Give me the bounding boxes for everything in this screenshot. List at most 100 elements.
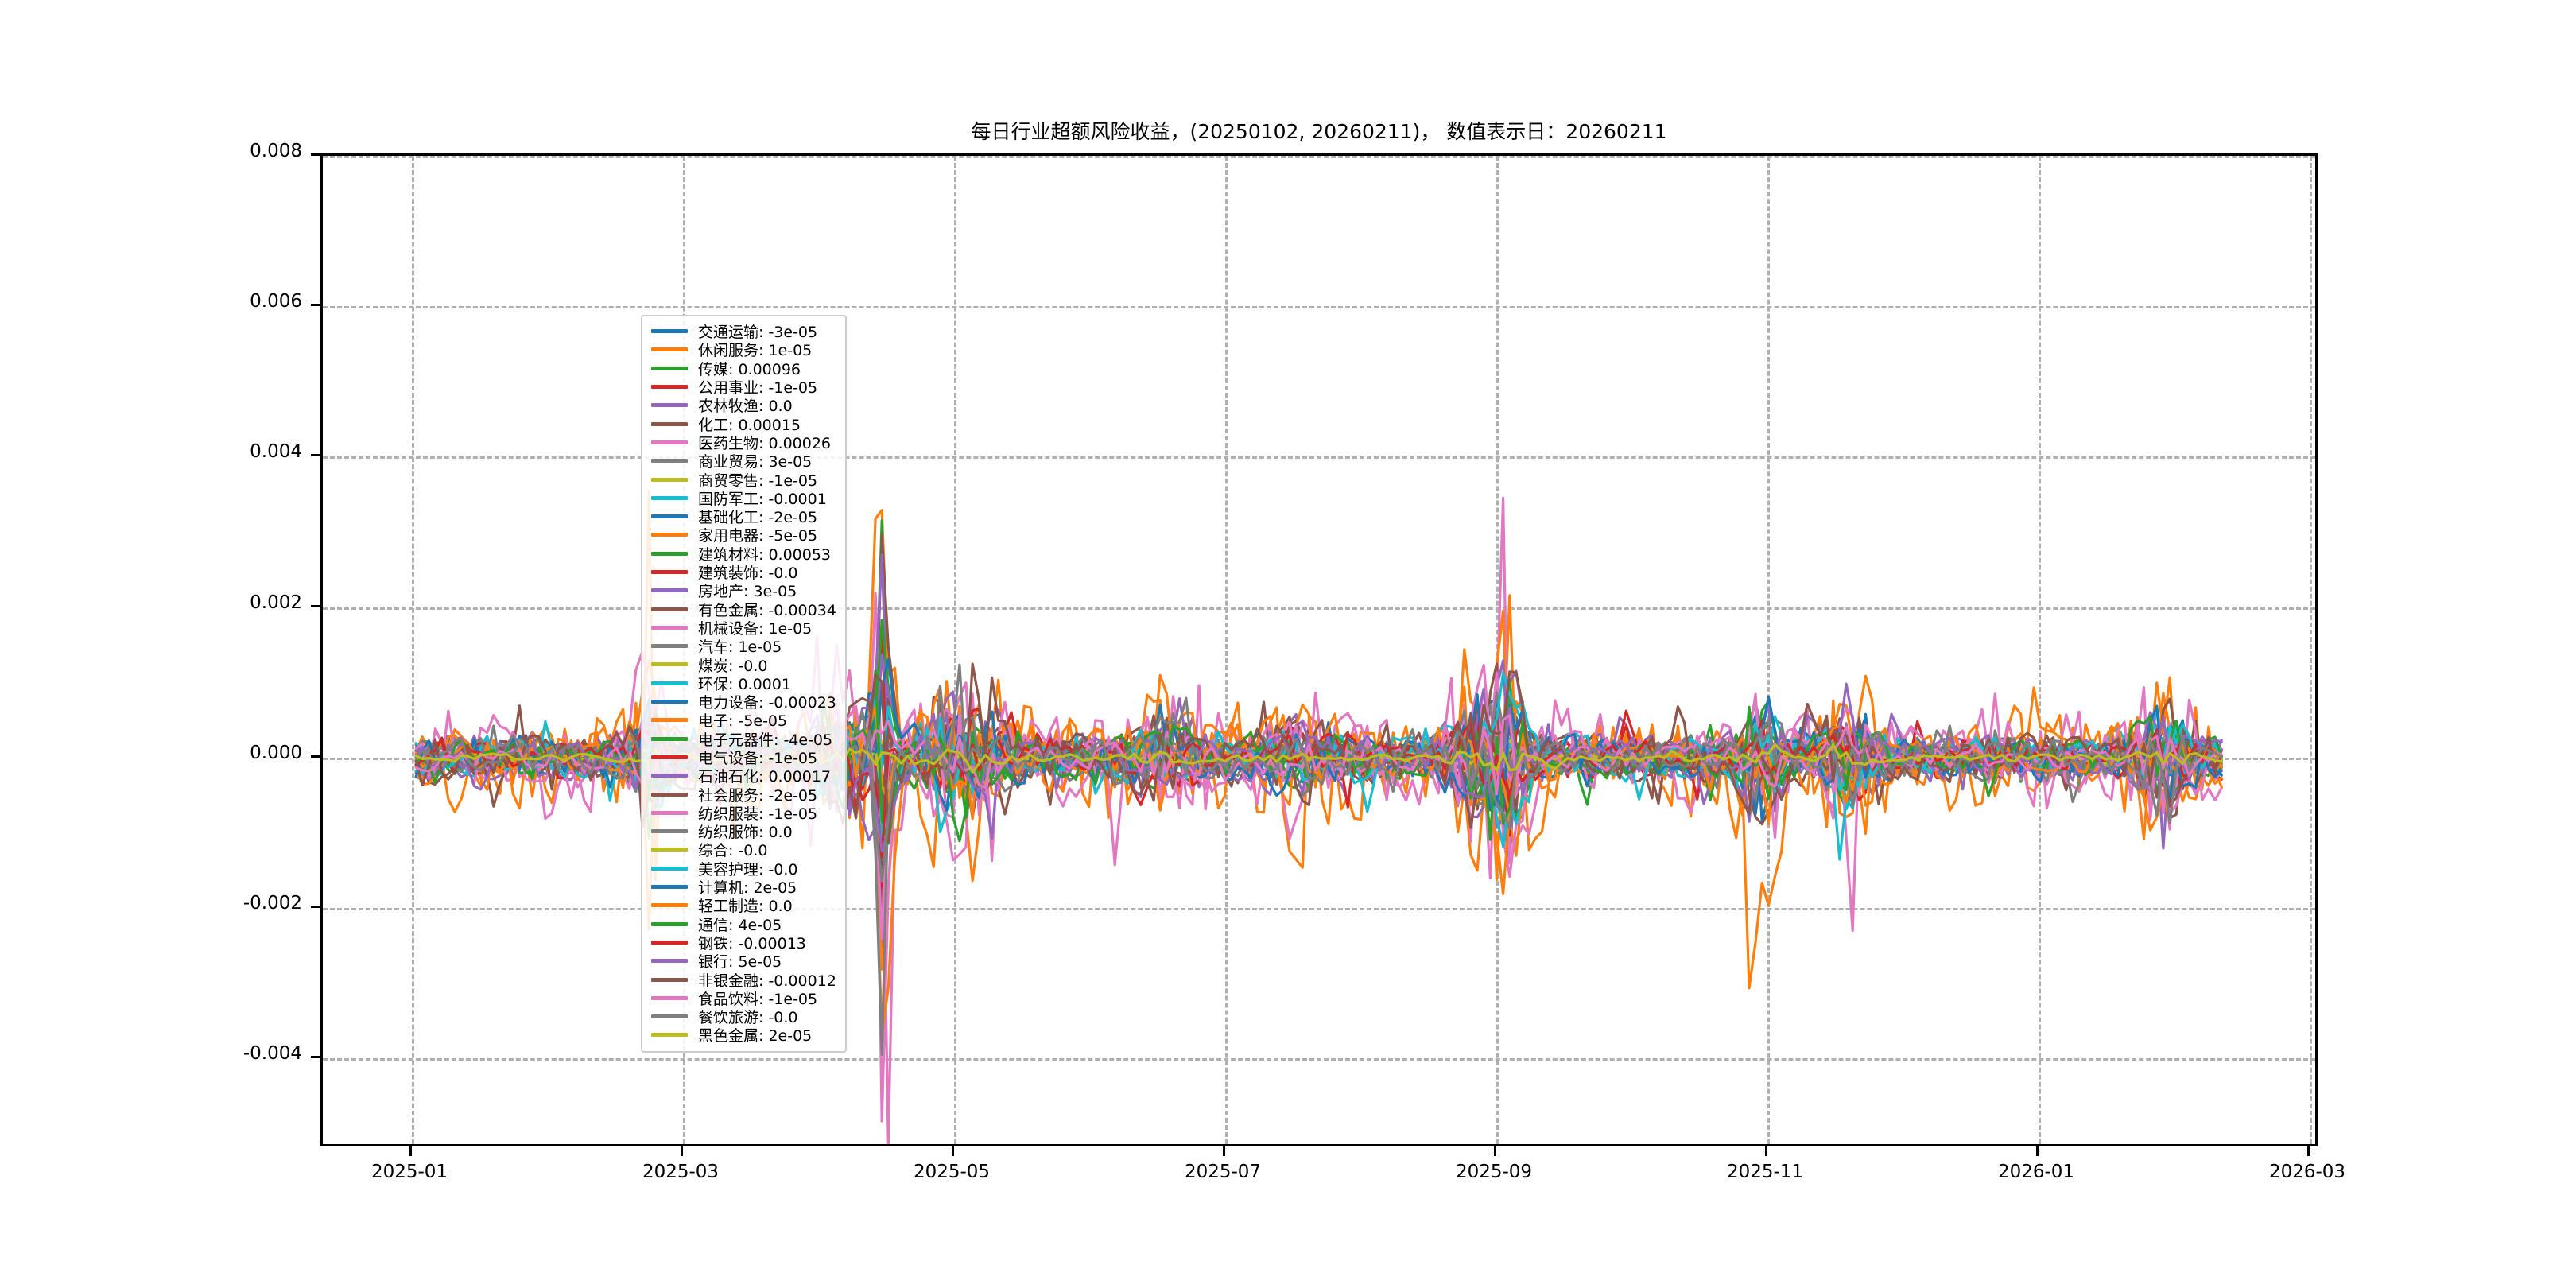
legend-label: 医药生物: 0.00026 — [698, 434, 832, 452]
legend-entry: 商贸零售: -1e-05 — [651, 470, 836, 490]
legend-label: 美容护理: -0.0 — [698, 860, 798, 879]
page-title: 每日行业超额风险收益，(20250102, 20260211)， 数值表示日：2… — [971, 120, 1667, 143]
legend-color-swatch — [651, 625, 688, 630]
legend-entry: 机械设备: 1e-05 — [651, 619, 836, 638]
legend-color-swatch — [651, 662, 688, 667]
gridline-horizontal — [323, 1058, 2315, 1061]
gridline-vertical — [1767, 156, 1770, 1144]
legend-entry: 黑色金属: 2e-05 — [651, 1026, 836, 1045]
gridline-vertical — [2039, 156, 2041, 1144]
legend-label: 环保: 0.0001 — [698, 675, 791, 693]
legend-color-swatch — [651, 533, 688, 537]
legend-color-swatch — [651, 366, 688, 370]
legend-color-swatch — [651, 921, 688, 926]
legend-label: 综合: -0.0 — [698, 842, 768, 860]
x-tick-label: 2025-05 — [913, 1162, 991, 1182]
legend-label: 社会服务: -2e-05 — [698, 786, 818, 805]
legend-label: 纺织服装: -1e-05 — [698, 805, 818, 823]
legend-entry: 有色金属: -0.00034 — [651, 599, 836, 619]
y-tick-label: 0.000 — [250, 742, 302, 763]
legend-color-swatch — [651, 774, 688, 778]
legend-color-swatch — [651, 1014, 688, 1019]
y-tick-label: -0.002 — [242, 893, 302, 914]
legend-color-swatch — [651, 403, 688, 408]
y-tick-label: 0.008 — [250, 141, 302, 161]
gridline-vertical — [954, 156, 956, 1144]
legend-entry: 休闲服务: 1e-05 — [651, 340, 836, 359]
legend-color-swatch — [651, 903, 688, 908]
legend-entry: 医药生物: 0.00026 — [651, 433, 836, 452]
legend-color-swatch — [651, 810, 688, 815]
x-tick-label: 2025-03 — [642, 1162, 720, 1182]
x-tick-mark — [681, 1146, 683, 1156]
legend-entry: 食品饮料: -1e-05 — [651, 989, 836, 1008]
legend-color-swatch — [651, 977, 688, 982]
gridline-horizontal — [323, 156, 2315, 158]
gridline-vertical — [412, 156, 414, 1144]
legend-entry: 交通运输: -3e-05 — [651, 322, 836, 341]
legend-color-swatch — [651, 940, 688, 945]
legend-label: 公用事业: -1e-05 — [698, 379, 818, 398]
legend-color-swatch — [651, 1033, 688, 1038]
legend-label: 石油石化: 0.00017 — [698, 768, 832, 786]
legend-label: 电子: -5e-05 — [698, 712, 788, 731]
legend-label: 休闲服务: 1e-05 — [698, 342, 813, 360]
legend-color-swatch — [651, 551, 688, 556]
legend-color-swatch — [651, 755, 688, 759]
legend-label: 钢铁: -0.00013 — [698, 934, 806, 952]
legend-label: 建筑装饰: -0.0 — [698, 564, 798, 583]
gridline-vertical — [1225, 156, 1228, 1144]
legend-color-swatch — [651, 848, 688, 852]
legend-label: 商贸零售: -1e-05 — [698, 471, 818, 490]
legend-label: 传媒: 0.00096 — [698, 360, 801, 378]
legend-color-swatch — [651, 885, 688, 890]
y-tick-mark — [311, 604, 320, 607]
x-tick-label: 2026-01 — [1997, 1162, 2075, 1182]
legend-label: 化工: 0.00015 — [698, 416, 801, 434]
legend-color-swatch — [651, 607, 688, 611]
legend-color-swatch — [651, 347, 688, 352]
legend-label: 基础化工: -2e-05 — [698, 509, 818, 527]
legend-color-swatch — [651, 514, 688, 519]
legend-color-swatch — [651, 440, 688, 444]
legend: 交通运输: -3e-05 休闲服务: 1e-05 传媒: 0.00096 公用事业: … — [641, 315, 847, 1053]
legend-entry: 传媒: 0.00096 — [651, 359, 836, 378]
legend-entry: 电气设备: -1e-05 — [651, 748, 836, 767]
y-tick-mark — [311, 304, 320, 307]
legend-color-swatch — [651, 477, 688, 482]
x-tick-mark — [1765, 1146, 1767, 1156]
legend-entry: 电子元器件: -4e-05 — [651, 730, 836, 749]
legend-entry: 非银金融: -0.00012 — [651, 970, 836, 990]
x-tick-label: 2025-11 — [1726, 1162, 1804, 1182]
gridline-horizontal — [323, 607, 2315, 610]
legend-entry: 通信: 4e-05 — [651, 915, 836, 934]
legend-color-swatch — [651, 495, 688, 500]
legend-entry: 国防军工: -0.0001 — [651, 489, 836, 508]
legend-label: 食品饮料: -1e-05 — [698, 990, 818, 1008]
x-tick-label: 2025-01 — [370, 1162, 448, 1182]
legend-color-swatch — [651, 421, 688, 426]
legend-entry: 汽车: 1e-05 — [651, 637, 836, 656]
legend-entry: 社会服务: -2e-05 — [651, 785, 836, 805]
legend-entry: 建筑材料: 0.00053 — [651, 545, 836, 564]
y-tick-label: -0.004 — [242, 1043, 302, 1065]
legend-label: 机械设备: 1e-05 — [698, 619, 813, 638]
legend-label: 电力设备: -0.00023 — [698, 694, 836, 712]
legend-color-swatch — [651, 570, 688, 574]
legend-color-swatch — [651, 792, 688, 797]
series-lines — [414, 489, 2223, 1144]
legend-label: 纺织服饰: 0.0 — [698, 824, 793, 842]
legend-entry: 农林牧渔: 0.0 — [651, 396, 836, 415]
legend-label: 商业贸易: 3e-05 — [698, 453, 813, 471]
x-tick-mark — [1494, 1146, 1496, 1156]
legend-entry: 综合: -0.0 — [651, 840, 836, 859]
y-tick-label: 0.002 — [250, 592, 302, 613]
legend-color-swatch — [651, 385, 688, 390]
x-tick-label: 2026-03 — [2268, 1162, 2346, 1182]
legend-entry: 环保: 0.0001 — [651, 674, 836, 693]
legend-entry: 轻工制造: 0.0 — [651, 896, 836, 915]
legend-entry: 银行: 5e-05 — [651, 952, 836, 971]
legend-color-swatch — [651, 959, 688, 964]
legend-entry: 纺织服饰: 0.0 — [651, 822, 836, 842]
